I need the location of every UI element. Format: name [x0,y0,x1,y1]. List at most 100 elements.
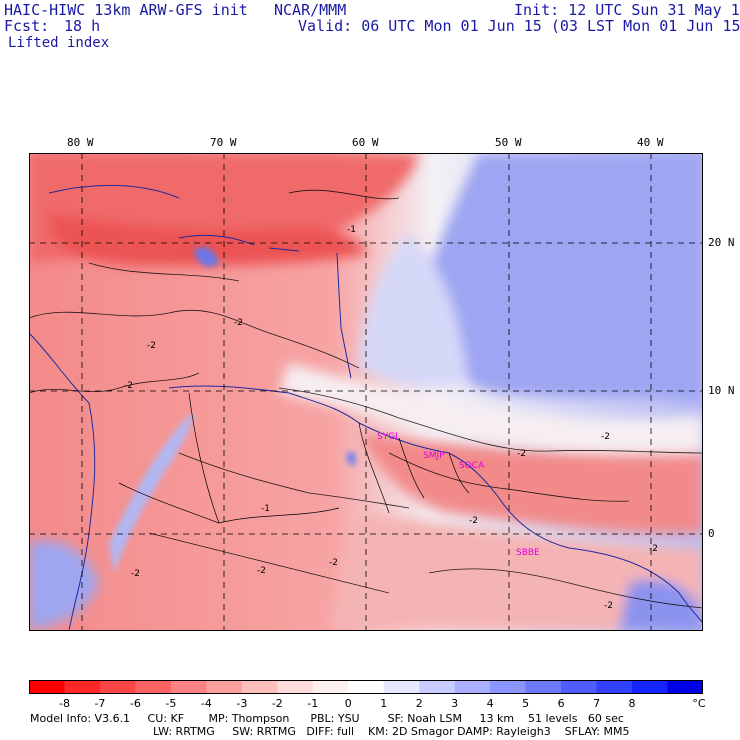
forecast-label: Fcst: [4,17,50,35]
lat-label-20n: 20 N [708,236,735,249]
contour-line [29,309,360,369]
colorbar-tick-label: -3 [236,697,248,710]
colorbar-tick-label: -7 [94,697,106,710]
model-title: HAIC-HIWC 13km ARW-GFS init [4,1,248,19]
coastline-cuba [48,184,180,199]
contour-label: -2 [131,569,140,579]
colorbar-tick-label: 2 [415,697,423,710]
border-line [118,482,220,524]
colorbar-swatch [99,680,136,694]
field-blue-pacific [29,540,99,631]
contour-line [288,189,400,200]
lon-label-40w: 40 W [637,136,664,149]
lon-label-60w: 60 W [352,136,379,149]
colorbar-swatch [312,680,349,694]
coastline-lesser-antilles [336,252,352,379]
contour-label: -2 [257,566,266,576]
border-line [448,452,470,494]
contour-label: -1 [347,225,356,235]
contour-label: -2 [517,449,526,459]
model-info-line1: Model Info: V3.6.1 CU: KF MP: Thompson P… [30,712,624,725]
colorbar-tick-label: 1 [380,697,388,710]
contour-line [178,452,410,509]
contour-label: -2 [124,381,133,391]
contour-label: -2 [147,341,156,351]
contour-label: -2 [329,558,338,568]
colorbar-swatch [135,680,172,694]
colorbar-swatch [64,680,101,694]
lon-label-50w: 50 W [495,136,522,149]
colorbar-swatch [383,680,420,694]
colorbar-swatch [632,680,669,694]
border-line [398,437,425,499]
colorbar-tick-label: 4 [486,697,494,710]
station-sygi: SYGI [377,432,398,442]
colorbar-swatch [561,680,598,694]
colorbar-swatch [241,680,278,694]
colorbar-swatch [29,680,65,694]
contour-label: -1 [261,504,270,514]
colorbar-swatch [490,680,527,694]
colorbar-tick-label: 7 [593,697,601,710]
model-info-line2: LW: RRTMG SW: RRTMG DIFF: full KM: 2D Sm… [153,725,630,738]
field-blue-se-corner [619,579,703,631]
field-light-blue-atlantic [359,233,469,388]
field-hispaniola-blue [194,247,219,267]
field-name: Lifted index [8,35,110,51]
coastline-hispaniola [178,234,255,246]
contour-label: -2 [234,318,243,328]
border-line [358,422,390,514]
colorbar-tick-label: 3 [451,697,459,710]
station-soca: SOCA [459,461,485,471]
map-border [29,153,703,631]
valid-time: Valid: 06 UTC Mon 01 Jun 15 (03 LST Mon … [298,17,740,35]
colorbar-tick-label: -5 [165,697,177,710]
init-time: Init: 12 UTC Sun 31 May 15 [514,1,740,19]
colorbar-outline [29,680,703,694]
colorbar-swatch [596,680,633,694]
coastline-puerto-rico [268,247,300,252]
lat-label-10n: 10 N [708,384,735,397]
station-sbbe: SBBE [516,548,540,558]
coastline-south-america-north [168,385,703,624]
colorbar-tick-label: -4 [200,697,212,710]
border-line [218,507,340,524]
contour-line [388,452,630,502]
contour-line [278,387,703,454]
contour-label: -2 [604,601,613,611]
coastline-central-america [29,332,90,404]
colorbar-tick-label: 6 [557,697,565,710]
lifted-index-map: -2 -2 -2 -2 -2 -2 -2 -2 -2 -1 -1 -2 -2 [29,153,703,631]
contour-label: -2 [649,544,658,554]
colorbar-swatch [348,680,385,694]
colorbar-tick-label: -6 [129,697,141,710]
field-blue-atlantic [409,153,703,403]
forecast-hour: 18 h [64,17,101,35]
field-andes-blue [109,413,194,573]
colorbar-swatch [525,680,562,694]
contour-line [88,262,240,282]
organization: NCAR/MMM [274,1,347,19]
colorbar-unit: °C [692,697,706,710]
colorbar-swatch [206,680,243,694]
lon-label-80w: 80 W [67,136,94,149]
field-venezuela-blue [346,451,357,466]
border-line [188,392,220,524]
lat-label-eq: 0 [708,527,715,540]
field-red-south [359,433,703,534]
colorbar-swatch [419,680,456,694]
colorbar [29,680,703,694]
lon-label-70w: 70 W [210,136,237,149]
colorbar-tick-label: 8 [628,697,636,710]
contour-label: -2 [601,432,610,442]
colorbar-swatch [667,680,703,694]
colorbar-tick-label: -1 [307,697,319,710]
colorbar-tick-label: 0 [344,697,352,710]
colorbar-swatch [454,680,491,694]
colorbar-tick-label: -8 [58,697,70,710]
field-deep-red-greater-antilles [49,213,369,266]
colorbar-tick-label: -2 [271,697,283,710]
contour-line [428,568,703,609]
station-smjp: SMJP [423,451,445,461]
contour-label: -2 [469,516,478,526]
